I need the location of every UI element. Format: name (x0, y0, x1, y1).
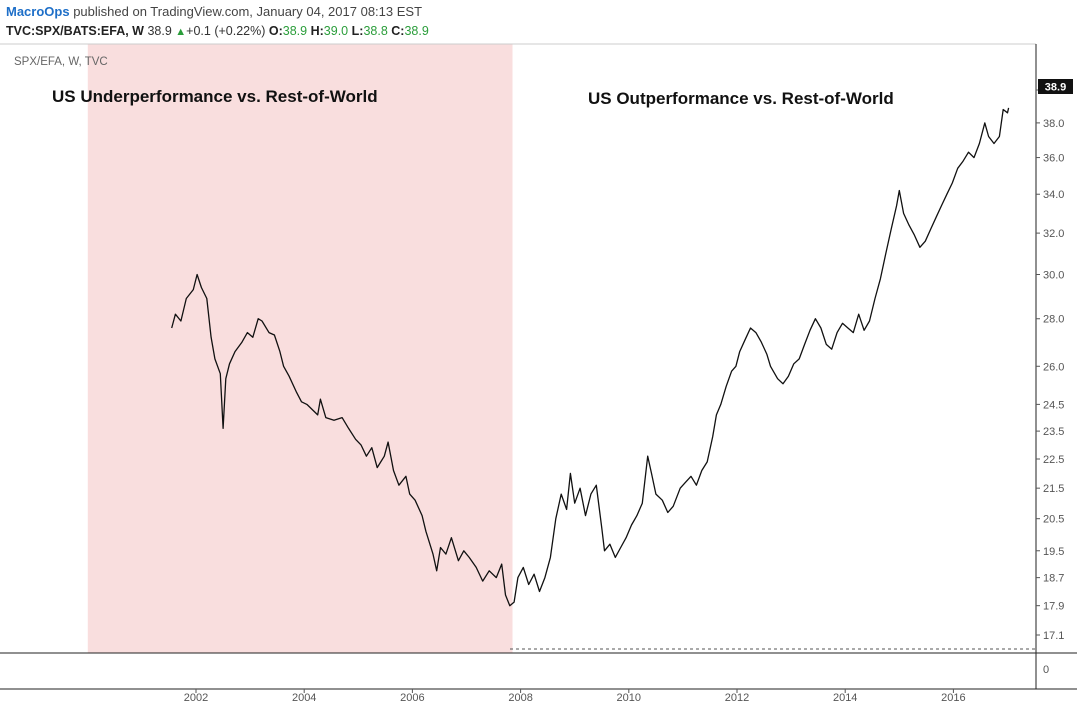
annotation-underperformance: US Underperformance vs. Rest-of-World (52, 87, 378, 106)
price-change: +0.1 (+0.22%) (186, 24, 266, 38)
low-label: L: (351, 24, 364, 38)
y-tick-label: 17.1 (1043, 630, 1064, 642)
chart-subtitle: SPX/EFA, W, TVC (14, 56, 108, 68)
high-value: 39.0 (323, 24, 349, 38)
open-value: 38.9 (282, 24, 308, 38)
x-tick-label: 2006 (400, 692, 424, 704)
underperformance-shading (87, 44, 513, 653)
series-line-spx-efa (171, 107, 1010, 607)
high-label: H: (310, 24, 324, 38)
x-tick-label: 2014 (833, 692, 857, 704)
y-tick-label: 28.0 (1043, 314, 1064, 326)
y-tick-label: 36.0 (1043, 153, 1064, 165)
annotation-outperformance: US Outperformance vs. Rest-of-World (588, 89, 894, 108)
close-value: 38.9 (404, 24, 429, 38)
y-tick-label: 30.0 (1043, 269, 1064, 281)
last-value-label: 38.9 (1045, 82, 1066, 94)
volume-axis-label: 0 (1043, 664, 1049, 676)
y-tick-label: 18.7 (1043, 573, 1064, 585)
x-tick-label: 2004 (292, 692, 316, 704)
low-value: 38.8 (363, 24, 388, 38)
up-triangle-icon: ▲ (175, 26, 187, 38)
y-tick-label: 17.9 (1043, 601, 1064, 613)
x-tick-label: 2008 (508, 692, 532, 704)
x-tick-label: 2012 (725, 692, 749, 704)
close-label: C: (391, 24, 405, 38)
time-axis[interactable]: 2002 2004 2006 2008 2010 2012 2014 2016 (184, 689, 966, 704)
y-tick-label: 20.5 (1043, 514, 1064, 526)
y-tick-label: 38.0 (1043, 118, 1064, 130)
y-tick-label: 21.5 (1043, 483, 1064, 495)
y-tick-label: 32.0 (1043, 228, 1064, 240)
symbol-label[interactable]: TVC:SPX/BATS:EFA, W (6, 24, 144, 38)
author-link[interactable]: MacroOps (6, 4, 70, 19)
publish-info: published on TradingView.com, January 04… (69, 4, 423, 19)
y-tick-label: 19.5 (1043, 546, 1064, 558)
last-price: 38.9 (147, 24, 172, 38)
ohlc-line: TVC:SPX/BATS:EFA, W 38.9 ▲+0.1 (+0.22%) … (6, 23, 1066, 41)
chart-header: MacroOps published on TradingView.com, J… (6, 3, 1066, 41)
y-tick-label: 26.0 (1043, 361, 1064, 373)
last-value-box (1038, 79, 1073, 94)
price-axis: 40.038.036.034.032.030.028.026.024.523.5… (1036, 85, 1064, 642)
y-tick-label: 23.5 (1043, 426, 1064, 438)
open-label: O: (268, 24, 283, 38)
publish-line: MacroOps published on TradingView.com, J… (6, 3, 1066, 20)
x-tick-label: 2002 (184, 692, 208, 704)
y-tick-label: 34.0 (1043, 189, 1064, 201)
x-tick-label: 2016 (941, 692, 965, 704)
x-tick-label: 2010 (617, 692, 641, 704)
y-tick-label: 22.5 (1043, 454, 1064, 466)
y-tick-label: 24.5 (1043, 399, 1064, 411)
